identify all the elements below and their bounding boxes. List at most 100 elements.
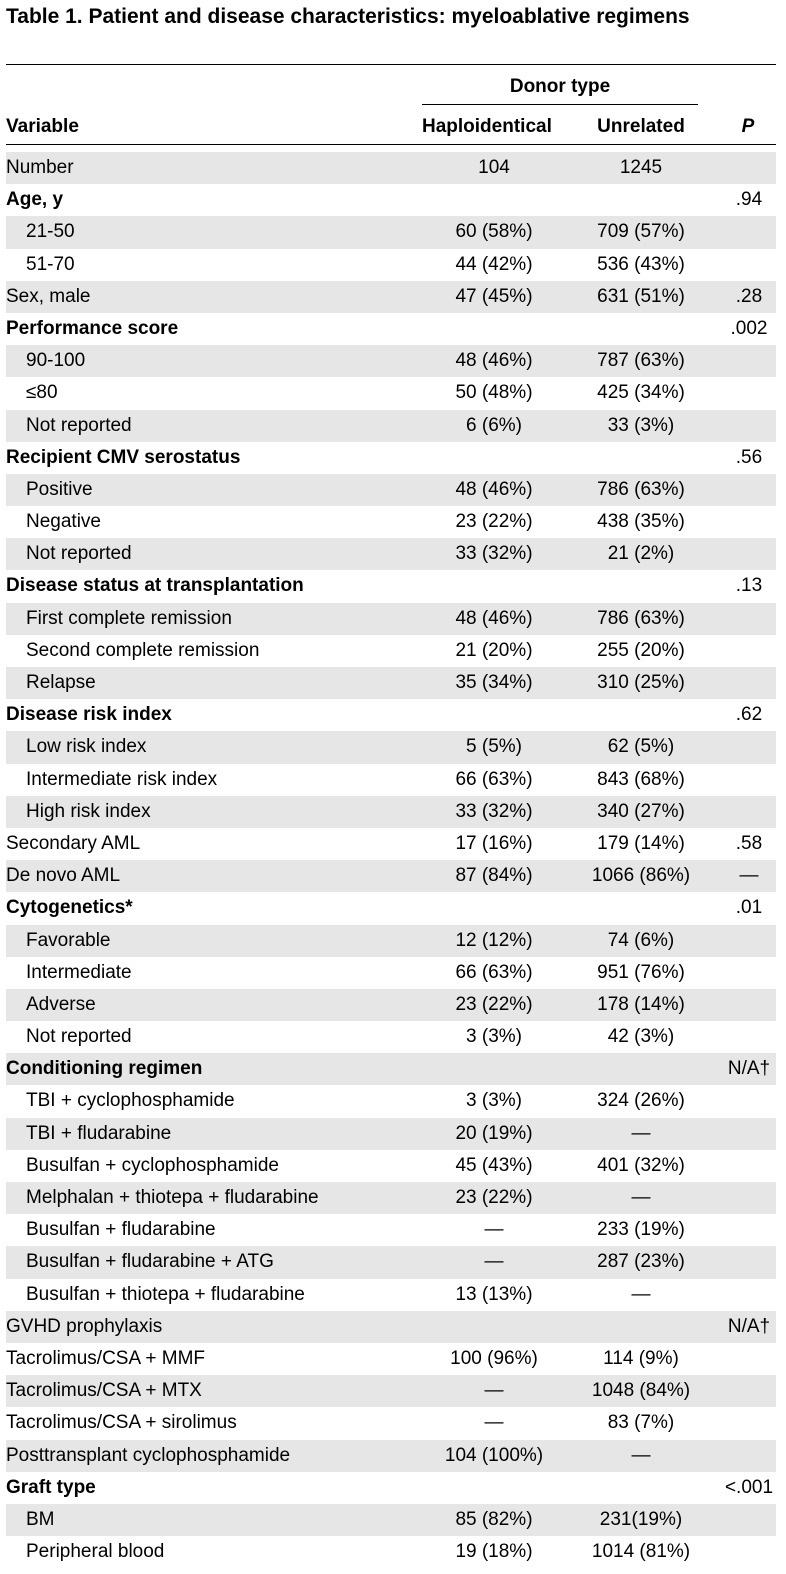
table-row: Second complete remission 21 (20%) 255 (20… [6,635,776,667]
haploidentical-value: 21 (20%) [455,639,533,661]
haploidentical-value: 19 (18%) [455,1541,533,1563]
unrelated-value: 255 (20%) [597,639,685,661]
haploidentical-value: — [484,1219,504,1241]
haploidentical-value: 33 (32%) [455,543,533,565]
row-label: BM [26,1508,55,1530]
haploidentical-value: 104 [478,157,510,178]
p-value: .56 [735,446,763,468]
row-label: TBI + fludarabine [26,1122,172,1144]
row-label: Second complete remission [26,639,260,661]
row-label: Posttransplant cyclophosphamide [6,1444,291,1466]
unrelated-value: 631 (51%) [597,285,685,307]
unrelated-value: 231(19%) [599,1508,683,1530]
row-label: Sex, male [6,285,91,307]
table-row: Conditioning regimen N/A† [6,1053,776,1086]
table-row: Graft type <.001 [6,1472,776,1504]
row-label: Relapse [26,672,96,693]
table-row: Favorable 12 (12%) 74 (6%) [6,924,776,957]
row-label: Conditioning regimen [6,1058,203,1080]
unrelated-value: 951 (76%) [597,961,685,983]
p-value: <.001 [724,1476,774,1498]
haploidentical-value: 23 (22%) [455,511,533,533]
table-row: Sex, male 47 (45%) 631 (51%) .28 [6,280,776,313]
p-value: N/A† [727,1315,771,1337]
unrelated-value: 340 (27%) [597,800,685,822]
unrelated-value: 233 (19%) [597,1219,685,1241]
unrelated-value: 425 (34%) [597,382,685,404]
row-label: Number [6,157,74,178]
haploidentical-value: 20 (19%) [455,1122,533,1144]
table-row: Busulfan + thiotepa + fludarabine 13 (13%… [6,1279,776,1311]
row-label: Performance score [6,317,179,339]
table-row: Busulfan + cyclophosphamide 45 (43%) 401 (… [6,1150,776,1182]
haploidentical-value: 23 (22%) [455,993,533,1015]
row-label: Busulfan + thiotepa + fludarabine [26,1283,305,1305]
p-value: .01 [735,897,763,919]
haploidentical-value: 35 (34%) [455,672,533,693]
haploidentical-value: 60 (58%) [455,221,533,243]
row-label: Graft type [6,1476,96,1498]
unrelated-value: 401 (32%) [597,1154,685,1176]
unrelated-value: 114 (9%) [603,1347,679,1369]
row-label: Positive [26,478,93,500]
row-label: Cytogenetics* [6,897,133,919]
unrelated-value: 74 (6%) [607,929,675,951]
row-label: Not reported [26,1026,132,1048]
row-label: Busulfan + cyclophosphamide [26,1154,279,1176]
header-rule [6,144,776,145]
table-row: Adverse 23 (22%) 178 (14%) [6,988,776,1022]
unrelated-value: 786 (63%) [597,478,685,500]
row-label: High risk index [26,800,151,822]
table-row: Age, y .94 [6,184,776,216]
unrelated-value: — [631,1444,651,1466]
table-row: High risk index 33 (32%) 340 (27%) [6,795,776,828]
unrelated-value: 1245 [619,157,663,178]
unrelated-value: 709 (57%) [597,221,685,243]
table-row: Posttransplant cyclophosphamide 104 (100%… [6,1439,776,1472]
unrelated-value: 787 (63%) [597,350,685,372]
column-header-variable: Variable [6,116,79,137]
unrelated-value: 324 (26%) [597,1090,685,1112]
haploidentical-value: 66 (63%) [455,768,533,790]
table-row: Melphalan + thiotepa + fludarabine 23 (22… [6,1182,776,1215]
table-row: Intermediate 66 (63%) 951 (76%) [6,957,776,989]
row-label: Busulfan + fludarabine + ATG [26,1251,274,1273]
table-row: Not reported 33 (32%) 21 (2%) [6,538,776,571]
donor-type-header: Donor type [509,76,611,97]
p-value: .58 [735,832,763,854]
table-row: Busulfan + fludarabine + ATG — 287 (23%) [6,1246,776,1279]
table-row: Number 104 1245 [6,152,776,185]
haploidentical-value: 50 (48%) [455,382,533,404]
row-label: Negative [26,511,101,533]
row-label: Busulfan + fludarabine [26,1219,216,1241]
row-label: First complete remission [26,607,232,629]
p-value: .62 [735,704,763,726]
table-row: Busulfan + fludarabine — 233 (19%) [6,1214,776,1246]
haploidentical-value: — [484,1380,504,1402]
table-title: Table 1. Patient and disease characteris… [6,5,690,28]
table-row: Cytogenetics* .01 [6,892,776,924]
haploidentical-value: 87 (84%) [455,865,533,887]
table-row: Performance score .002 [6,313,776,345]
table-row: Not reported 3 (3%) 42 (3%) [6,1021,776,1053]
table-row: Intermediate risk index 66 (63%) 843 (68%) [6,764,776,796]
p-value: .13 [735,575,763,597]
haploidentical-value: 3 (3%) [466,1090,522,1112]
top-rule [6,64,776,65]
table-row: TBI + fludarabine 20 (19%) — [6,1117,776,1150]
unrelated-value: 179 (14%) [597,832,685,854]
haploidentical-value: 48 (46%) [455,607,533,629]
p-value: N/A† [727,1058,771,1080]
table-row: Tacrolimus/CSA + MMF 100 (96%) 114 (9%) [6,1343,776,1375]
column-header-unrelated: Unrelated [597,116,685,137]
row-label: Tacrolimus/CSA + MTX [6,1380,202,1402]
table-row: Secondary AML 17 (16%) 179 (14%) .58 [6,828,776,860]
table-row: 90-100 48 (46%) 787 (63%) [6,345,776,378]
table-row: BM 85 (82%) 231(19%) [6,1503,776,1537]
haploidentical-value: 6 (6%) [466,414,522,436]
table-row: Relapse 35 (34%) 310 (25%) [6,667,776,700]
table-row: First complete remission 48 (46%) 786 (63%… [6,602,776,635]
table-row: 51-70 44 (42%) 536 (43%) [6,249,776,281]
unrelated-value: 21 (2%) [607,543,675,565]
haploidentical-value: 47 (45%) [455,285,533,307]
